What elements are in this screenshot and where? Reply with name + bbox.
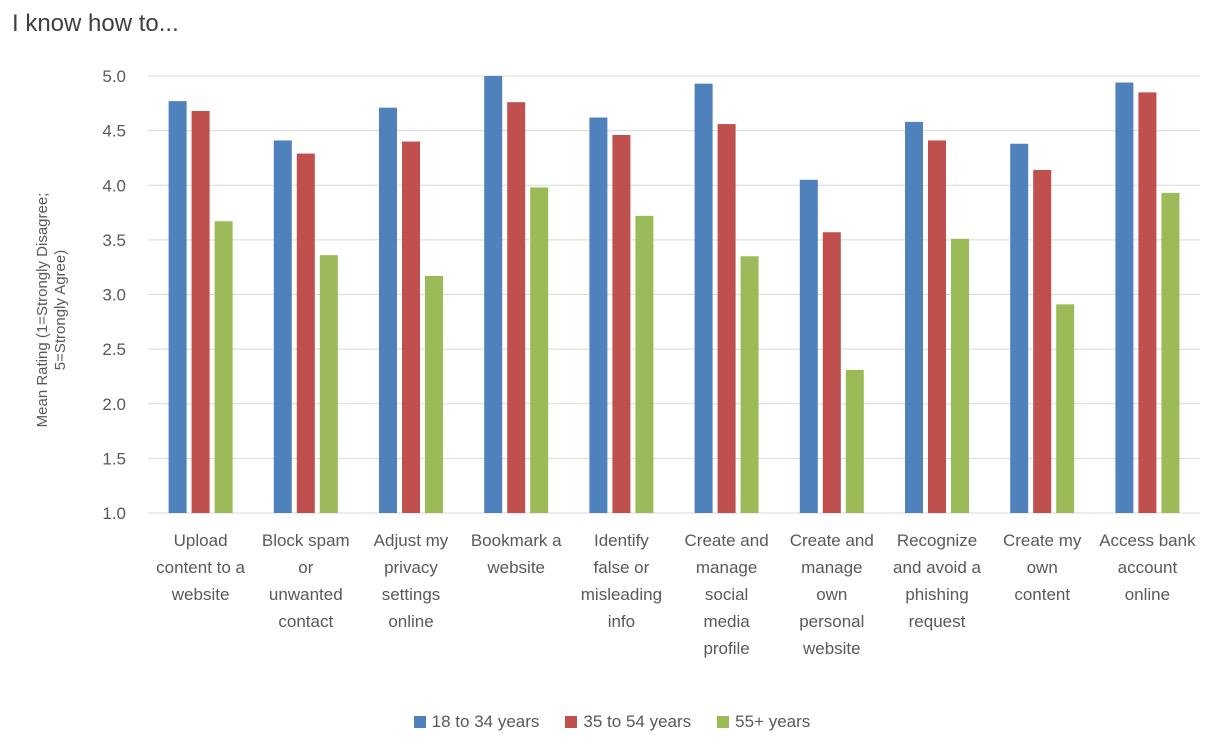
bar (845, 369, 864, 513)
legend-label-35-54: 35 to 54 years (583, 712, 692, 731)
x-tick-label: Block spam (262, 531, 350, 550)
bar (530, 187, 549, 513)
bar (1010, 143, 1029, 514)
x-tick-label: Identify (594, 531, 649, 550)
legend-item-55-plus: 55+ years (717, 712, 810, 732)
x-tick-label: or (298, 558, 313, 577)
bar (168, 101, 187, 513)
legend-swatch-18-34 (413, 716, 426, 728)
y-tick-label: 4.0 (102, 176, 126, 195)
bar (296, 153, 315, 513)
bar (273, 140, 292, 513)
bar (1161, 192, 1180, 513)
legend-item-35-54: 35 to 54 years (565, 712, 691, 732)
y-tick-label: 3.0 (102, 286, 126, 305)
x-tick-label: privacy (384, 558, 438, 577)
bar (928, 140, 946, 513)
bar (1033, 169, 1052, 513)
y-tick-label: 4.5 (102, 122, 126, 141)
x-tick-label: settings (382, 585, 441, 604)
x-tick-label: Create my (1003, 531, 1082, 550)
bar (214, 221, 233, 514)
x-tick-label: website (802, 639, 861, 658)
bar (740, 256, 759, 513)
bar (1138, 92, 1157, 513)
x-tick-label: website (171, 585, 230, 604)
legend-item-18-34: 18 to 34 years (413, 712, 540, 732)
x-tick-label: profile (703, 639, 749, 658)
x-tick-label: account (1118, 558, 1178, 577)
plot-area: 1.0 1.5 2.0 2.5 3.0 3.5 4.0 4.5 5.0 Upload content… (102, 67, 1200, 658)
bar (799, 179, 818, 513)
bar (589, 117, 608, 513)
x-tick-label: own (1027, 558, 1058, 577)
x-tick-label: personal (799, 612, 864, 631)
bar (319, 255, 338, 514)
x-tick-label: online (388, 612, 433, 631)
bar (379, 107, 397, 514)
x-tick-label: Upload (174, 531, 228, 550)
bar (425, 275, 443, 513)
x-tick-label: and avoid a (893, 558, 981, 577)
legend-label-18-34: 18 to 34 years (431, 712, 540, 731)
bar (1056, 304, 1075, 513)
y-axis-label-line-1: Mean Rating (1=Strongly Disagree; (34, 192, 51, 428)
y-tick-label: 3.5 (102, 231, 126, 250)
bar (612, 134, 631, 513)
y-tick-label: 2.5 (102, 340, 126, 359)
x-tick-label: content to a (156, 558, 245, 577)
x-tick-label: Bookmark a (471, 531, 562, 550)
bar (507, 102, 526, 513)
bar (694, 83, 713, 514)
y-axis-label-line-2: 5=Strongly Agree) (52, 249, 69, 371)
chart-title: I know how to... (12, 10, 179, 37)
x-tick-label: info (608, 612, 635, 631)
x-tick-label: manage (801, 558, 862, 577)
bar (191, 110, 210, 514)
bar (951, 238, 969, 513)
x-tick-label: own (816, 585, 847, 604)
x-tick-label: Recognize (897, 531, 977, 550)
x-tick-label: phishing (905, 585, 968, 604)
y-tick-label: 5.0 (102, 67, 126, 86)
y-axis-label: Mean Rating (1=Strongly Disagree; 5=Stro… (34, 150, 70, 470)
bar (402, 141, 420, 514)
bar (822, 232, 841, 514)
bar (1115, 82, 1134, 514)
x-tick-label: contact (278, 612, 333, 631)
bar (484, 76, 503, 513)
x-tick-label: online (1125, 585, 1170, 604)
x-tick-label: Access bank (1099, 531, 1196, 550)
x-tick-label: misleading (581, 585, 662, 604)
bar (635, 215, 654, 513)
x-tick-label: Adjust my (374, 531, 449, 550)
x-tick-label: manage (696, 558, 757, 577)
x-tick-label: unwanted (269, 585, 343, 604)
x-tick-label: Create and (685, 531, 769, 550)
x-tick-label: website (486, 558, 545, 577)
x-tick-label: request (909, 612, 966, 631)
x-tick-label: social (705, 585, 748, 604)
x-tick-label: content (1014, 585, 1070, 604)
bar (717, 124, 736, 513)
y-tick-label: 1.5 (102, 449, 126, 468)
x-tick-label: Create and (790, 531, 874, 550)
legend-swatch-55-plus (717, 716, 730, 728)
legend: 18 to 34 years 35 to 54 years 55+ years (0, 712, 1224, 732)
x-tick-label: false or (594, 558, 650, 577)
y-tick-label: 2.0 (102, 395, 126, 414)
bar (905, 121, 923, 513)
legend-label-55-plus: 55+ years (735, 712, 811, 731)
legend-swatch-35-54 (565, 716, 578, 728)
y-tick-label: 1.0 (102, 504, 126, 523)
x-tick-label: media (703, 612, 750, 631)
